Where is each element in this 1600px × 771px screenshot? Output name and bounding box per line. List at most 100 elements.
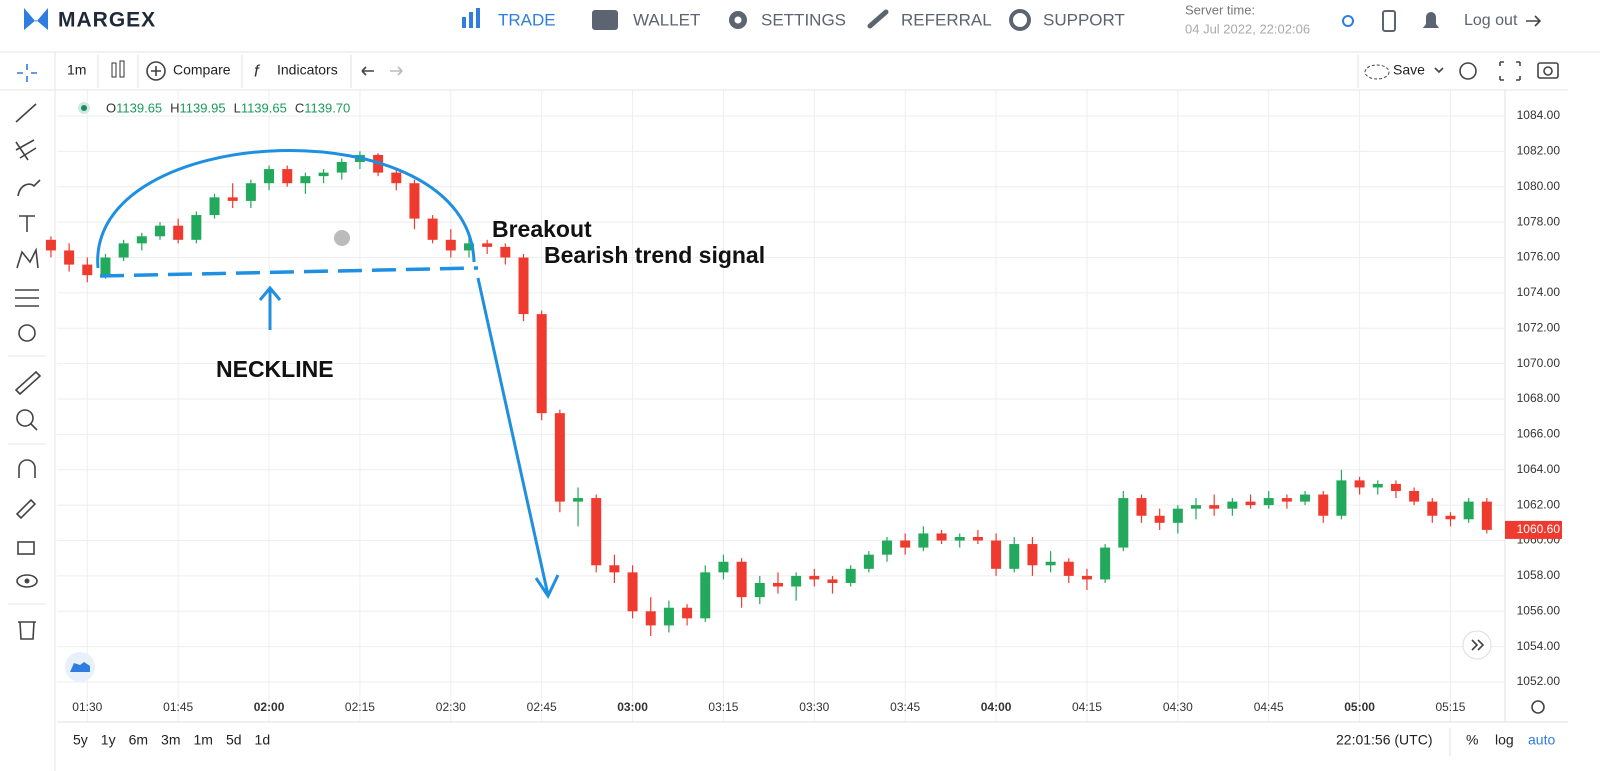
legend-value: 1139.95 bbox=[180, 100, 226, 115]
lock-draw-tool[interactable] bbox=[15, 498, 37, 520]
percent-toggle[interactable]: % bbox=[1466, 732, 1478, 748]
crosshair-tool[interactable] bbox=[17, 64, 37, 82]
logout[interactable]: Log out bbox=[1464, 12, 1518, 29]
candle-body bbox=[1081, 575, 1092, 580]
trendline-tool[interactable] bbox=[15, 103, 37, 123]
candle-body bbox=[1263, 498, 1274, 506]
zoom-tool[interactable] bbox=[16, 409, 34, 427]
mobile-icon[interactable] bbox=[1382, 10, 1396, 32]
y-tick-label: 1056.00 bbox=[1517, 603, 1561, 617]
range-button[interactable]: 3m bbox=[161, 732, 180, 748]
candle-body bbox=[45, 239, 56, 251]
candle-body bbox=[554, 413, 565, 502]
nav-item[interactable]: REFERRAL bbox=[901, 10, 992, 29]
candle-body bbox=[1463, 501, 1474, 520]
save-button[interactable]: Save bbox=[1393, 62, 1425, 78]
candle-body bbox=[427, 218, 438, 240]
candle-body bbox=[991, 540, 1002, 569]
candle-body bbox=[1209, 505, 1220, 509]
candle-body bbox=[954, 536, 965, 541]
magnet-tool[interactable] bbox=[18, 459, 36, 478]
candle-body bbox=[1354, 480, 1365, 488]
notifications[interactable] bbox=[1423, 12, 1439, 28]
candle-body bbox=[82, 264, 93, 276]
nav-item[interactable]: WALLET bbox=[633, 10, 700, 29]
candle-body bbox=[1390, 483, 1401, 491]
prediction-tool[interactable] bbox=[15, 289, 39, 307]
log-toggle[interactable]: log bbox=[1495, 732, 1514, 748]
logo[interactable]: MARGEX bbox=[58, 9, 156, 32]
x-tick-label: 05:15 bbox=[1435, 700, 1465, 714]
candle-body bbox=[772, 582, 783, 587]
range-button[interactable]: 1m bbox=[194, 732, 213, 748]
last-price-tag bbox=[1505, 520, 1562, 539]
settings-button[interactable] bbox=[1459, 62, 1477, 80]
nav-referral[interactable]: REFERRAL bbox=[867, 9, 992, 29]
range-button[interactable]: 1d bbox=[255, 732, 271, 748]
annotations: Breakout Bearish trend signal NECKLINE bbox=[65, 148, 1545, 714]
range-button[interactable]: 5d bbox=[226, 732, 242, 748]
candle-body bbox=[282, 169, 293, 184]
interval[interactable]: 1m bbox=[67, 62, 86, 78]
nav-item[interactable]: SETTINGS bbox=[761, 10, 846, 29]
brush-tool[interactable] bbox=[17, 179, 41, 197]
legend-value: 1139.70 bbox=[304, 100, 350, 115]
visibility-tool[interactable] bbox=[16, 574, 38, 588]
nav-support[interactable]: SUPPORT bbox=[1009, 9, 1125, 31]
legend-key: C bbox=[295, 100, 304, 115]
candle-body bbox=[1445, 515, 1456, 520]
legend-value: 1139.65 bbox=[116, 100, 162, 115]
nav-trade[interactable]: TRADE bbox=[462, 8, 556, 29]
candle-body bbox=[482, 243, 493, 247]
nav-item[interactable]: TRADE bbox=[498, 10, 556, 29]
candle-body bbox=[645, 611, 656, 626]
candle-body bbox=[1245, 501, 1256, 506]
undo[interactable] bbox=[361, 66, 374, 76]
help-icon[interactable] bbox=[334, 230, 350, 246]
icon-tool[interactable] bbox=[18, 324, 36, 342]
candles bbox=[45, 151, 1492, 637]
ruler-tool[interactable] bbox=[14, 370, 42, 396]
candle-body bbox=[245, 183, 256, 201]
axis-settings[interactable] bbox=[1531, 700, 1545, 714]
theme-toggle[interactable] bbox=[1342, 15, 1354, 27]
candle-body bbox=[100, 257, 111, 276]
redo[interactable] bbox=[390, 66, 403, 76]
candle-body bbox=[227, 197, 238, 201]
y-tick-label: 1076.00 bbox=[1517, 250, 1561, 264]
candle-body bbox=[391, 172, 402, 184]
candle-body bbox=[264, 169, 275, 184]
x-tick-label: 03:00 bbox=[617, 700, 648, 714]
lock-tool[interactable] bbox=[17, 541, 35, 555]
annotation: Breakout bbox=[492, 216, 592, 242]
pattern-tool[interactable] bbox=[16, 247, 39, 269]
fib-tool[interactable] bbox=[15, 139, 37, 161]
candle-body bbox=[1191, 505, 1202, 509]
candle-body bbox=[1409, 490, 1420, 502]
candle-body bbox=[845, 568, 856, 583]
annotation: NECKLINE bbox=[216, 356, 334, 382]
logout-icon[interactable] bbox=[1526, 15, 1542, 27]
candle-body bbox=[1300, 494, 1311, 502]
y-tick-label: 1064.00 bbox=[1517, 462, 1561, 476]
range-button[interactable]: 6m bbox=[129, 732, 148, 748]
candle-body bbox=[736, 561, 747, 598]
nav-wallet[interactable]: WALLET bbox=[592, 10, 700, 30]
nav-item[interactable]: SUPPORT bbox=[1043, 10, 1125, 29]
server-time: 04 Jul 2022, 22:02:06 bbox=[1185, 21, 1310, 36]
delete-tool[interactable] bbox=[18, 621, 36, 640]
candle-body bbox=[1227, 501, 1238, 509]
x-tick-label: 01:45 bbox=[163, 700, 193, 714]
range-button[interactable]: 5y bbox=[73, 732, 88, 748]
nav-settings[interactable]: SETTINGS bbox=[729, 10, 846, 29]
text-tool[interactable] bbox=[19, 215, 35, 232]
indicators-button[interactable]: Indicators bbox=[277, 62, 338, 78]
axes: 1052.001054.001056.001058.001060.001062.… bbox=[72, 108, 1562, 714]
y-tick-label: 1080.00 bbox=[1517, 179, 1561, 193]
auto-toggle[interactable]: auto bbox=[1528, 732, 1555, 748]
compare-button[interactable]: Compare bbox=[173, 62, 231, 78]
screenshot[interactable] bbox=[1537, 62, 1559, 79]
fullscreen[interactable] bbox=[1499, 61, 1521, 81]
range-button[interactable]: 1y bbox=[101, 732, 116, 748]
